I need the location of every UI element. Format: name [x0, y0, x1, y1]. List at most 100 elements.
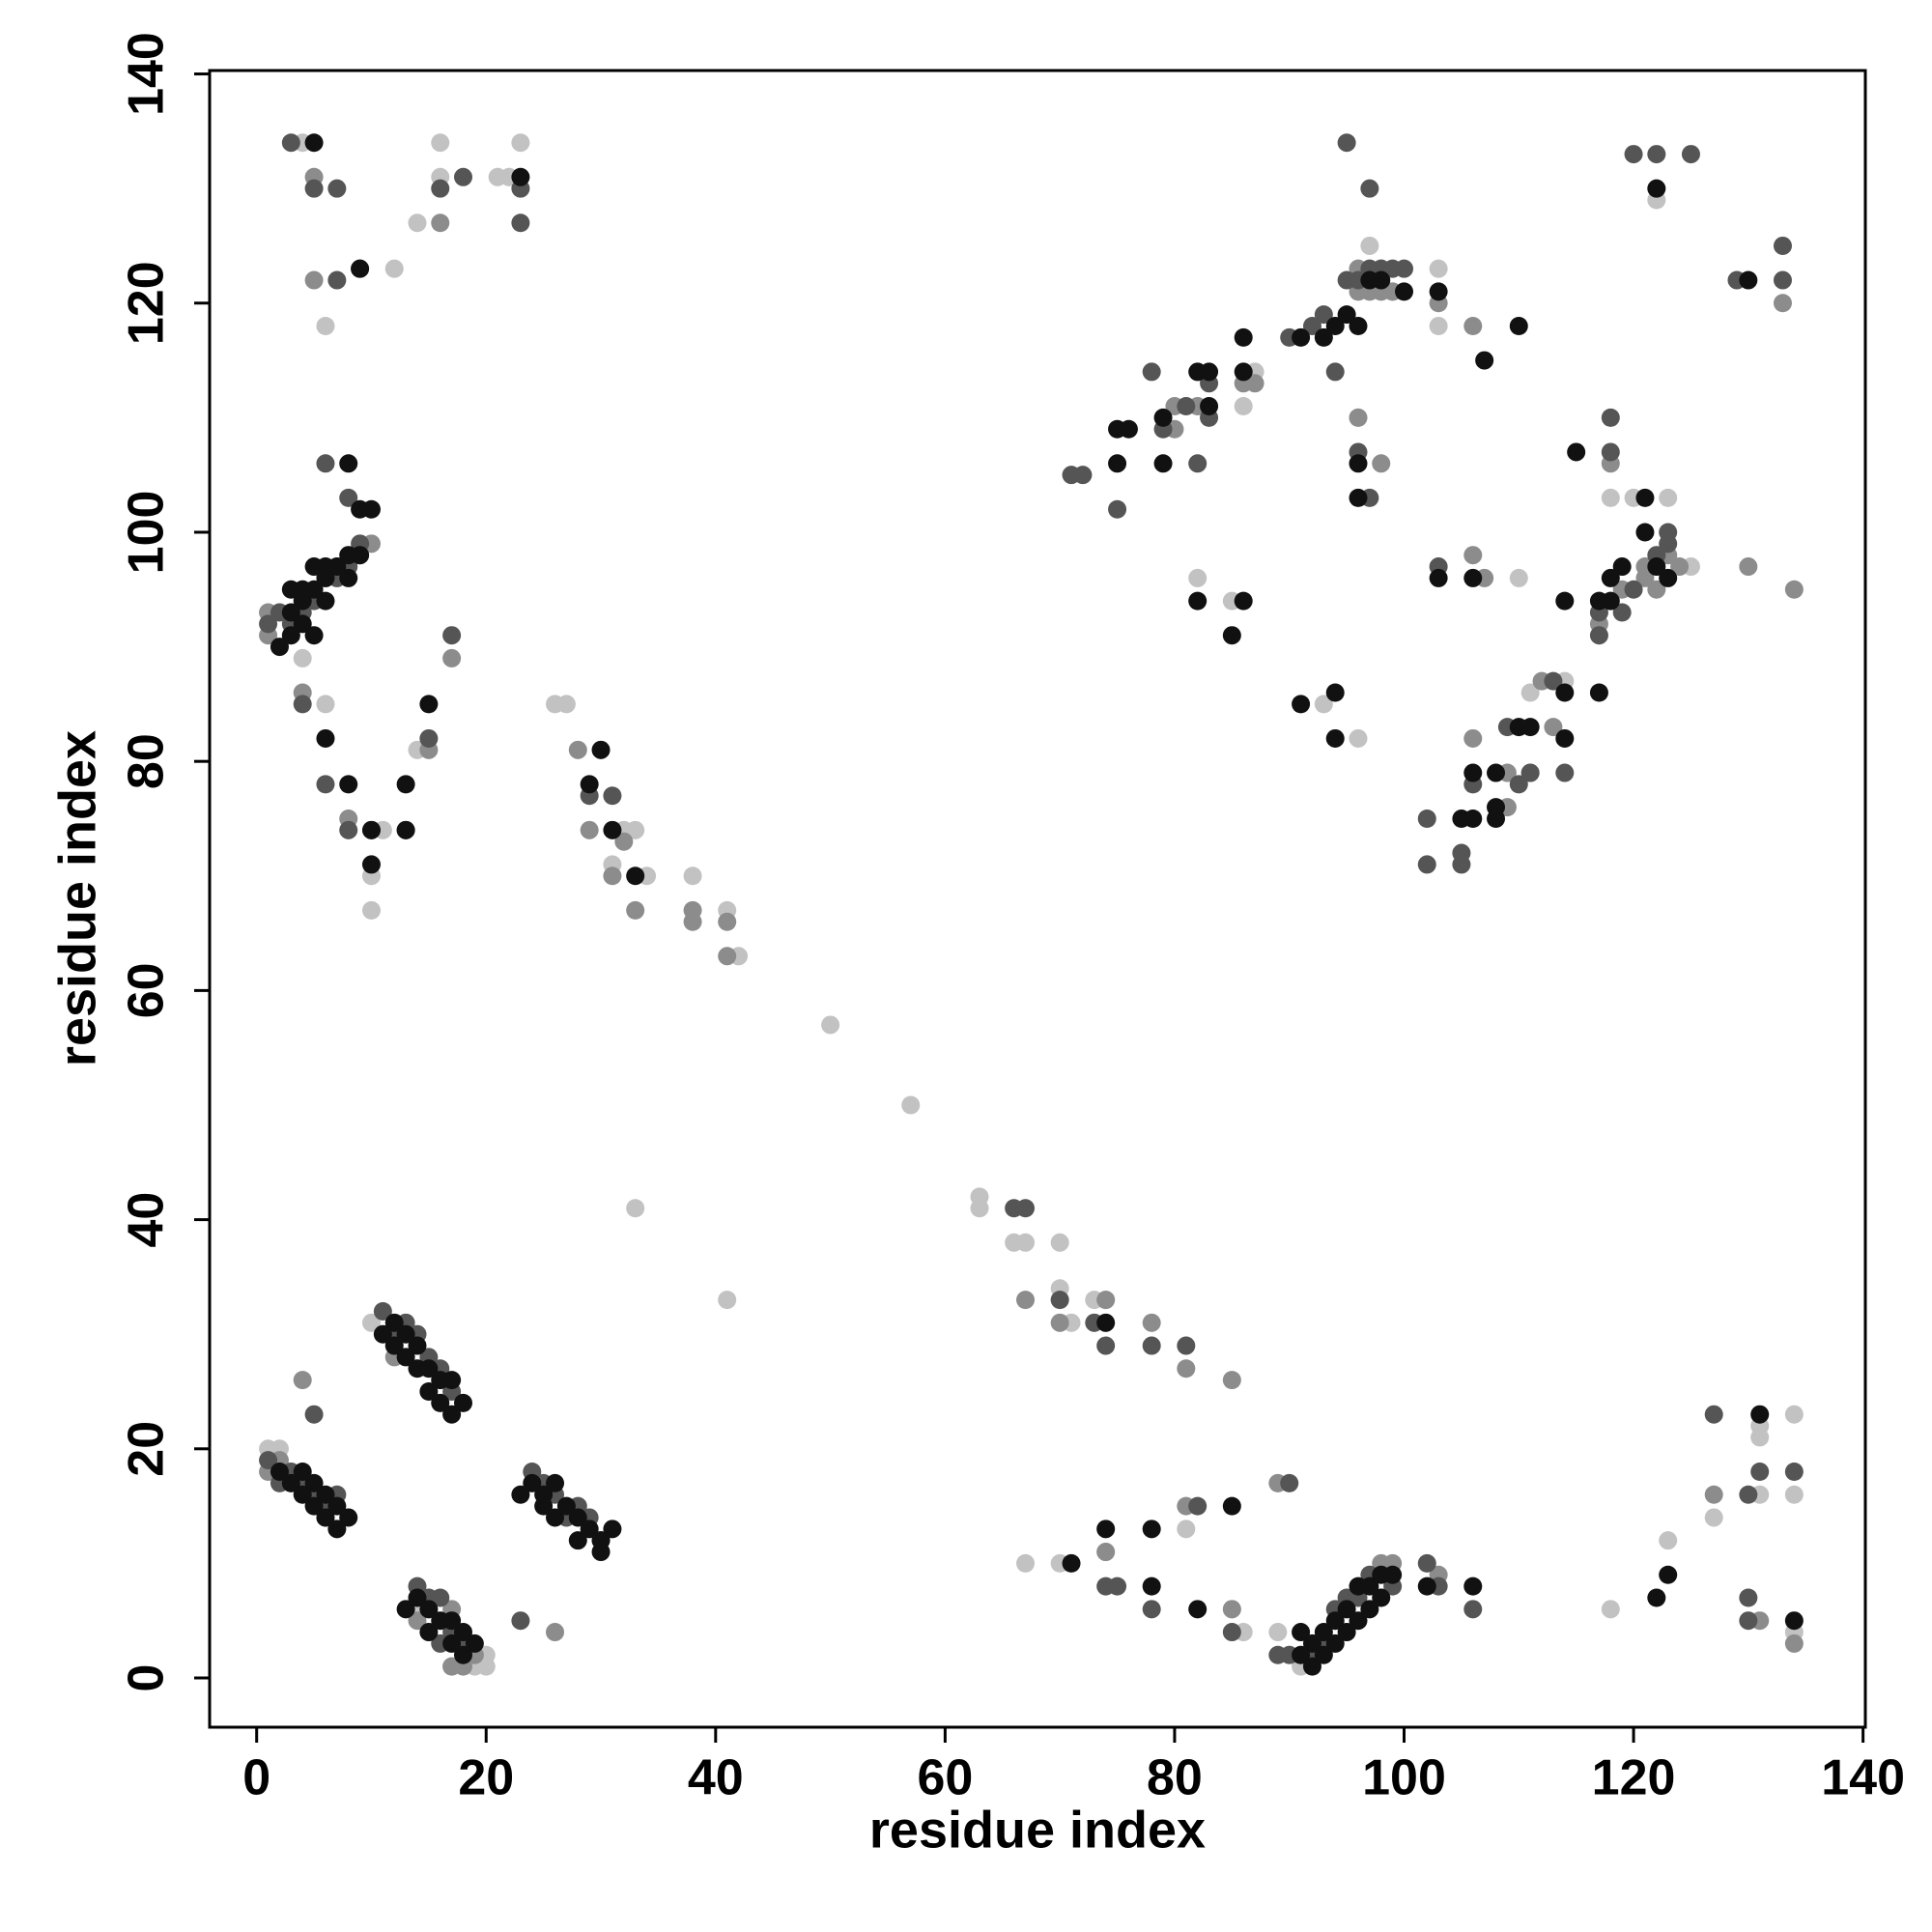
point [281, 133, 300, 153]
y-tick-label: 100 [119, 491, 175, 575]
point [419, 1623, 439, 1642]
point [442, 648, 462, 668]
point [361, 1313, 381, 1332]
point [1062, 1553, 1081, 1573]
point [351, 259, 370, 278]
point [1383, 1565, 1403, 1584]
point [1096, 1291, 1116, 1310]
point [1234, 362, 1253, 382]
point [1349, 488, 1368, 507]
point [1659, 568, 1678, 587]
point [431, 179, 450, 198]
point [1624, 580, 1643, 599]
y-axis-title: residue index [48, 730, 106, 1066]
x-tick-label: 80 [1147, 1750, 1203, 1806]
point [1417, 1577, 1436, 1596]
point [373, 1324, 392, 1344]
point [1292, 695, 1311, 714]
point [304, 1405, 324, 1424]
point [1784, 1634, 1804, 1653]
point [1222, 1623, 1241, 1642]
point [1314, 695, 1333, 714]
point [396, 1600, 415, 1619]
point [1188, 1496, 1208, 1516]
y-tick-label: 60 [119, 962, 175, 1018]
point [603, 786, 622, 806]
point [1314, 1645, 1333, 1664]
point [293, 614, 312, 634]
point [339, 820, 358, 839]
point [1337, 133, 1356, 153]
point [511, 133, 530, 153]
point [408, 1588, 427, 1607]
point [1659, 1531, 1678, 1550]
point [408, 1336, 427, 1355]
y-tick-label: 20 [119, 1421, 175, 1477]
y-tick-label: 120 [119, 261, 175, 345]
point [1739, 557, 1758, 577]
point [396, 1324, 415, 1344]
point [304, 179, 324, 198]
point [1520, 763, 1540, 782]
point [259, 614, 278, 634]
point [1108, 454, 1127, 473]
point [556, 695, 576, 714]
point [1567, 442, 1586, 462]
point [1487, 798, 1506, 817]
point [1463, 546, 1483, 565]
point [327, 1520, 347, 1539]
point [408, 213, 427, 233]
point [1016, 1291, 1036, 1310]
point [396, 1348, 415, 1367]
point [580, 1520, 599, 1539]
point [1601, 488, 1620, 507]
point [683, 867, 702, 886]
point [718, 912, 737, 931]
point [568, 1531, 587, 1550]
point [1314, 305, 1333, 325]
point [339, 454, 358, 473]
point [316, 1485, 335, 1504]
point [419, 728, 439, 748]
point [1612, 557, 1632, 577]
point [419, 1359, 439, 1378]
point [1222, 1600, 1241, 1619]
point [580, 775, 599, 794]
point [1360, 236, 1379, 255]
point [431, 1393, 450, 1412]
point [1395, 282, 1414, 301]
point [1349, 728, 1368, 748]
point [408, 1611, 427, 1631]
point [603, 820, 622, 839]
point [1153, 408, 1173, 427]
point [1292, 327, 1311, 347]
y-tick-label: 140 [119, 32, 175, 116]
point [304, 1496, 324, 1516]
point [304, 1473, 324, 1492]
point [1349, 316, 1368, 335]
point [327, 270, 347, 290]
point [293, 648, 312, 668]
point [1222, 1496, 1241, 1516]
point [1601, 408, 1620, 427]
point [1245, 374, 1264, 393]
point [1659, 1565, 1678, 1584]
point [1601, 591, 1620, 611]
point [556, 1496, 576, 1516]
point [1509, 316, 1528, 335]
point [1555, 683, 1575, 702]
point [1314, 327, 1333, 347]
point [1142, 1577, 1161, 1596]
point [361, 900, 381, 920]
point [1784, 580, 1804, 599]
point [396, 775, 415, 794]
point [454, 1393, 473, 1412]
point [1119, 419, 1138, 439]
point [626, 1199, 645, 1218]
point [1704, 1405, 1723, 1424]
point [1429, 282, 1448, 301]
point [1292, 1645, 1311, 1664]
point [1096, 1543, 1116, 1562]
point [1096, 1577, 1116, 1596]
point [1325, 728, 1345, 748]
